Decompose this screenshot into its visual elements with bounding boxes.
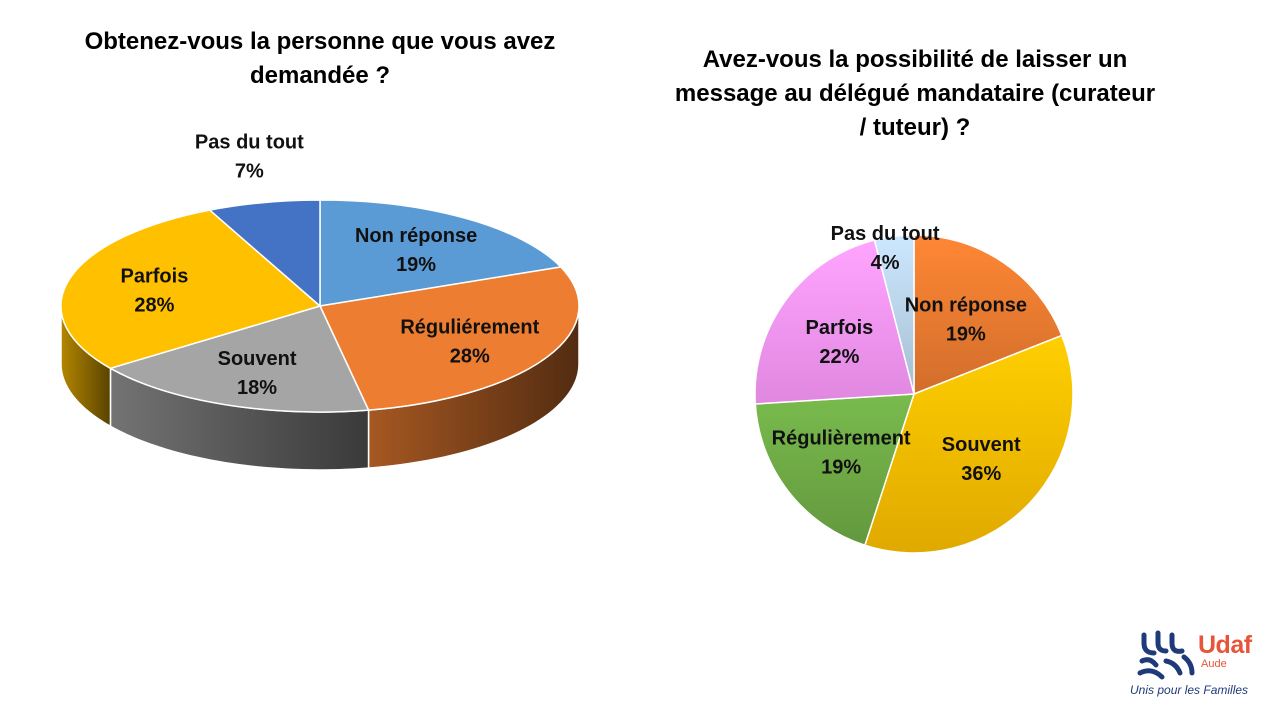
chart-2-labels: Non réponse 19% Souvent 36% Régulièrement 19%… [772,223,1027,485]
chart-1-slices [60,199,580,413]
chart-1-slice-pas-du-tout [208,199,321,308]
chart-1-label-name-regulierement: Réguliérement [400,317,539,339]
chart-2-slices [754,234,1074,554]
chart-1-label-value-parfois: 28% [134,295,174,317]
chart-2-label-name-pas-du-tout: Pas du tout [831,223,940,245]
chart-1-label-name-parfois: Parfois [121,266,189,288]
chart-1-labels: Non réponse 19% Réguliérement 28% Souvent 18%… [121,132,540,399]
chart-2-slice-regulierement [754,393,916,547]
chart-1-label-parfois: Parfois 28% [121,266,189,317]
chart-2-label-value-non-reponse: 19% [946,324,986,346]
chart-2-slice-parfois [754,239,915,405]
logo-brand: Udaf [1198,631,1252,659]
chart-1-slice-regulierement [318,266,580,411]
chart-2-label-name-regulierement: Régulièrement [772,428,911,450]
chart-2-slice-pas-du-tout [873,234,915,395]
chart-2-label-non-reponse: Non réponse 19% [905,295,1027,346]
chart-1-title: Obtenez-vous la personne que vous avez d… [40,25,600,93]
logo-tagline: Unis pour les Familles [1130,683,1249,697]
udaf-family-logo-icon [1137,630,1195,680]
chart-1-side-walls [60,305,580,471]
chart-2-title: Avez-vous la possibilité de laisser un m… [640,43,1190,145]
chart-2-label-value-souvent: 36% [961,463,1001,485]
chart-1-label-name-non-reponse: Non réponse [355,225,477,247]
chart-2-slice-non-reponse [913,234,1063,396]
chart-2-label-parfois: Parfois 22% [805,317,873,368]
chart-2-slice-souvent [863,334,1074,554]
chart-2-label-value-parfois: 22% [819,346,859,368]
chart-2-label-value-pas-du-tout: 4% [871,252,900,274]
chart-1-title-line-1: Obtenez-vous la personne que vous avez [84,28,556,55]
chart-2-pie: Non réponse 19% Souvent 36% Régulièrement 19%… [754,223,1074,554]
chart-1-pie: Non réponse 19% Réguliérement 28% Souvent 18%… [60,132,580,471]
chart-1-label-pas-du-tout: Pas du tout 7% [195,132,304,183]
chart-2-label-name-parfois: Parfois [805,317,873,339]
chart-2-label-souvent: Souvent 36% [942,434,1021,485]
chart-1-label-name-pas-du-tout: Pas du tout [195,132,304,154]
chart-1-label-value-pas-du-tout: 7% [235,161,264,183]
chart-1-label-value-regulierement: 28% [450,346,490,368]
chart-1-slice-parfois [60,209,322,370]
chart-1-label-non-reponse: Non réponse 19% [355,225,477,276]
chart-2-title-line-3: / tuteur) ? [859,114,971,141]
chart-1-slice-non-reponse [319,199,563,307]
chart-1-title-line-2: demandée ? [249,62,391,89]
chart-1-label-value-souvent: 18% [237,377,277,399]
chart-1-label-name-souvent: Souvent [218,348,297,370]
udaf-logo: Udaf Aude Unis pour les Familles [1128,625,1268,710]
logo-region: Aude [1201,658,1227,670]
chart-2-title-line-2: message au délégué mandataire (curateur [674,80,1156,107]
chart-2-label-pas-du-tout: Pas du tout 4% [831,223,940,274]
chart-2-label-regulierement: Régulièrement 19% [772,428,911,479]
chart-1-label-regulierement: Réguliérement 28% [400,317,539,368]
chart-2-label-name-non-reponse: Non réponse [905,295,1027,317]
chart-2-label-value-regulierement: 19% [821,457,861,479]
chart-1-label-value-non-reponse: 19% [396,254,436,276]
chart-1-slice-souvent [108,305,370,413]
chart-2-title-line-1: Avez-vous la possibilité de laisser un [702,46,1128,73]
chart-1-label-souvent: Souvent 18% [218,348,297,399]
chart-2-label-name-souvent: Souvent [942,434,1021,456]
